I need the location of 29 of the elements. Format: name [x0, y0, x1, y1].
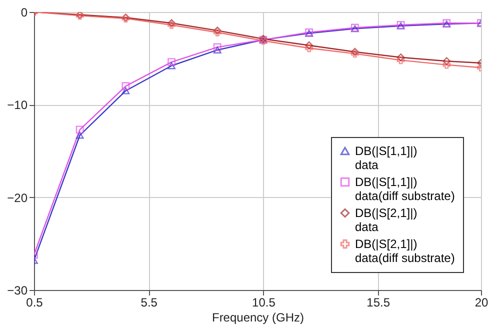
- y-tick-label: 0: [20, 6, 28, 20]
- y-tick-label: −10: [7, 98, 28, 112]
- y-tick-label: −30: [7, 284, 28, 298]
- point: [396, 56, 405, 64]
- point: [442, 60, 451, 69]
- y-tick-label: −20: [7, 190, 28, 205]
- x-tick-label: 0.5: [26, 296, 44, 310]
- legend-label: DB(|S[1,1]|) data(diff substrate): [355, 175, 455, 203]
- x-tick-label: 10.5: [252, 296, 276, 310]
- point: [76, 132, 84, 139]
- legend-label: DB(|S[2,1]|) data(diff substrate): [355, 237, 455, 265]
- point: [396, 53, 405, 62]
- point: [305, 44, 314, 52]
- point: [168, 62, 176, 70]
- point: [213, 43, 222, 52]
- x-axis-title: Frequency (GHz): [212, 310, 304, 324]
- legend-label: DB(|S[1,1]|) data: [355, 144, 418, 172]
- point: [76, 126, 84, 134]
- point: [305, 41, 314, 50]
- point: [168, 21, 176, 29]
- legend-label: DB(|S[2,1]|) data: [355, 206, 418, 234]
- point: [122, 87, 130, 94]
- point: [442, 57, 451, 66]
- point: [213, 46, 222, 54]
- point: [122, 82, 130, 90]
- x-tick-label: 20: [474, 296, 488, 310]
- point: [168, 58, 176, 66]
- x-tick-label: 15.5: [366, 296, 390, 310]
- x-tick-label: 5.5: [140, 296, 158, 310]
